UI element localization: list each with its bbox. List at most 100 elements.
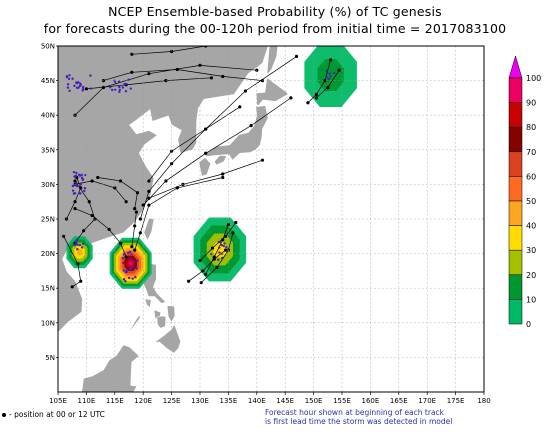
genesis-marker (126, 251, 130, 255)
genesis-marker (68, 74, 71, 77)
track-position (70, 285, 74, 289)
track-position (84, 87, 88, 91)
land-taiwan (143, 217, 155, 242)
genesis-marker (66, 86, 70, 89)
position-legend: - position at 00 or 12 UTC (2, 410, 105, 419)
genesis-marker (89, 87, 93, 90)
storm-track (148, 106, 240, 182)
track-position (133, 224, 137, 228)
track-position (96, 175, 100, 180)
lon-tick-label: 175E (447, 397, 465, 405)
land-samar-leyte (166, 305, 176, 323)
colorbar-label: 10 (526, 295, 536, 304)
genesis-marker (73, 84, 76, 88)
track-position (107, 227, 111, 231)
track-position (221, 172, 225, 176)
lat-tick-label: 30N (41, 181, 55, 189)
position-legend-text: - position at 00 or 12 UTC (9, 410, 105, 419)
genesis-marker (75, 182, 78, 185)
genesis-marker (225, 246, 228, 249)
genesis-marker (83, 187, 87, 190)
genesis-marker (127, 78, 130, 81)
track-position (175, 186, 179, 190)
track-position (221, 175, 225, 180)
genesis-marker (217, 240, 220, 244)
lat-tick-label: 40N (41, 112, 55, 120)
genesis-marker (132, 264, 135, 268)
track-position (198, 63, 202, 67)
lon-tick-label: 105E (49, 397, 67, 405)
genesis-marker (118, 90, 121, 94)
lon-tick-label: 160E (362, 397, 380, 405)
genesis-marker (81, 85, 85, 89)
genesis-marker (118, 85, 121, 89)
genesis-marker (125, 269, 129, 272)
colorbar-segment (508, 176, 523, 202)
genesis-marker (123, 82, 126, 86)
track-position (133, 248, 137, 252)
genesis-marker (67, 77, 71, 81)
genesis-marker (129, 267, 133, 270)
track-position (329, 58, 333, 62)
land-mindoro (144, 298, 152, 309)
storm-track (97, 177, 138, 209)
genesis-marker (217, 258, 220, 261)
track-position (113, 186, 117, 190)
land-mindanao (153, 323, 182, 354)
storm-track (307, 59, 331, 103)
map-layer (58, 46, 484, 392)
lat-tick-label: 45N (41, 77, 55, 85)
genesis-marker (84, 173, 87, 177)
track-position (223, 248, 228, 252)
track-position (238, 105, 242, 109)
genesis-marker (81, 177, 84, 180)
colorbar-segment (508, 200, 523, 226)
track-position (90, 179, 94, 183)
track-position (79, 186, 83, 190)
track-position (170, 49, 174, 54)
genesis-marker (83, 189, 86, 193)
genesis-marker (125, 82, 128, 86)
track-position (209, 76, 213, 80)
track-note-line1: Forecast hour shown at beginning of each… (265, 408, 445, 417)
track-position (226, 222, 230, 227)
colorbar-arrow (508, 55, 523, 79)
lat-tick-label: 50N (41, 43, 55, 51)
genesis-marker (78, 84, 81, 88)
track-position (135, 191, 140, 195)
genesis-marker (218, 246, 221, 249)
track-position (90, 213, 94, 218)
track-position (130, 52, 134, 56)
land-sakhalin (266, 46, 279, 75)
genesis-marker (75, 86, 79, 90)
colorbar-segment (508, 102, 523, 128)
genesis-marker (76, 248, 79, 251)
genesis-marker (66, 83, 70, 86)
genesis-marker (78, 191, 81, 195)
genesis-marker (71, 77, 74, 80)
genesis-marker (75, 171, 78, 175)
track-position (201, 269, 205, 273)
land-negros-cebu (156, 315, 167, 329)
genesis-marker (328, 72, 331, 75)
lat-tick-label: 5N (45, 354, 55, 362)
track-position (138, 231, 142, 235)
colorbar-label: 30 (526, 246, 536, 255)
genesis-marker (333, 71, 336, 75)
genesis-marker (325, 76, 329, 79)
colorbar-label: 20 (526, 271, 536, 280)
lon-tick-label: 145E (276, 397, 294, 405)
track-position (221, 74, 225, 79)
genesis-marker (74, 184, 77, 187)
track-position (79, 279, 83, 283)
track-position (294, 54, 299, 58)
genesis-marker (78, 174, 82, 177)
genesis-marker (78, 82, 82, 85)
track-position (234, 220, 238, 225)
lat-tick-label: 15N (41, 285, 55, 293)
lon-tick-label: 125E (163, 397, 181, 405)
colorbar-label: 90 (526, 99, 536, 108)
land-asia-mainland (58, 46, 269, 333)
lat-tick-label: 35N (41, 146, 55, 154)
